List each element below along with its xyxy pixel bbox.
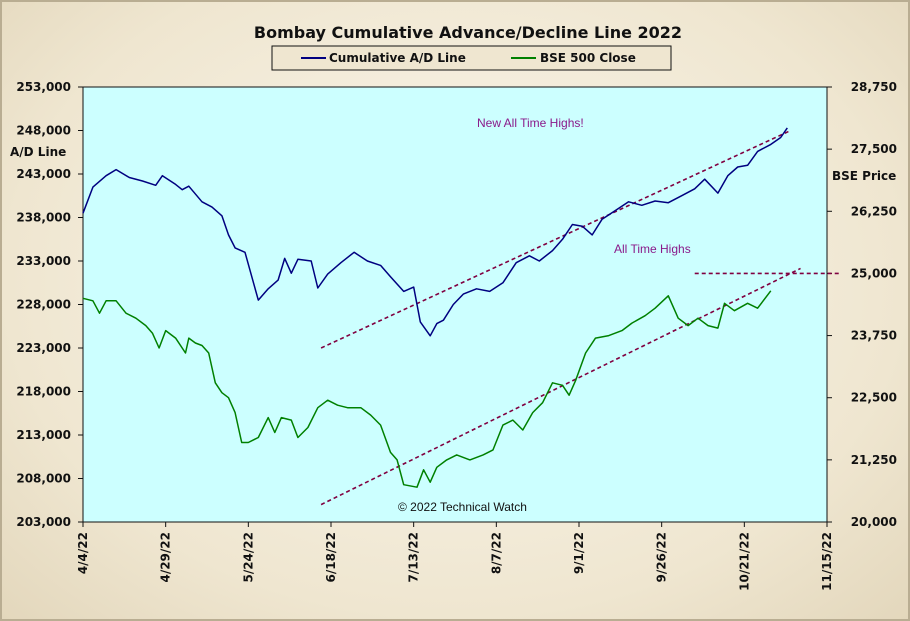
trend-lines	[320, 129, 841, 506]
y-left-tick-label: 203,000	[16, 515, 71, 529]
y-left-axis-title: A/D Line	[10, 145, 66, 159]
plot-area	[82, 86, 828, 523]
trend-line-2	[320, 267, 801, 506]
bse-500-series	[82, 290, 772, 488]
y-left-tick-label: 223,000	[16, 341, 71, 355]
y-right-axis-title: BSE Price	[832, 169, 896, 183]
x-tick-label: 11/15/22	[820, 532, 834, 591]
x-tick-label: 7/13/22	[407, 532, 421, 583]
y-right-tick-label: 22,500	[851, 391, 897, 405]
y-left-tick-label: 253,000	[16, 80, 71, 94]
x-tick-label: 4/4/22	[76, 532, 90, 574]
y-right-tick-label: 27,500	[851, 142, 897, 156]
y-left-tick-label: 243,000	[16, 167, 71, 181]
x-tick-label: 4/29/22	[159, 532, 173, 583]
y-left-tick-label: 218,000	[16, 385, 71, 399]
y-right-tick-label: 21,250	[851, 453, 897, 467]
x-tick-label: 8/7/22	[489, 532, 503, 574]
y-left-tick-label: 238,000	[16, 211, 71, 225]
x-tick-label: 5/24/22	[241, 532, 255, 583]
y-left-tick-label: 233,000	[16, 254, 71, 268]
y-left-tick-label: 213,000	[16, 428, 71, 442]
x-tick-label: 9/26/22	[655, 532, 669, 583]
x-tick-label: 6/18/22	[324, 532, 338, 583]
x-axis: 4/4/22 4/29/22 5/24/22 6/18/22 7/13/22 8/7/22…	[76, 522, 834, 591]
chart-title: Bombay Cumulative Advance/Decline Line 2…	[254, 23, 682, 42]
legend-box	[271, 45, 672, 71]
y-right-tick-label: 26,250	[851, 204, 897, 218]
y-right-tick-label: 20,000	[851, 515, 897, 529]
y-left-tick-label: 208,000	[16, 472, 71, 486]
y-right-tick-label: 25,000	[851, 266, 897, 280]
trend-line-1	[320, 129, 791, 349]
y-left-tick-label: 248,000	[16, 124, 71, 138]
legend-label-bse: BSE 500 Close	[540, 51, 636, 65]
y-right-axis: 20,000 21,250 22,500 23,750 25,000 26,250 27,5…	[827, 80, 897, 529]
x-tick-label: 10/21/22	[737, 532, 751, 591]
annotation-all-time-highs: All Time Highs	[614, 242, 691, 256]
y-left-tick-label: 228,000	[16, 298, 71, 312]
annotation-new-all-time-highs: New All Time Highs!	[477, 116, 584, 130]
ad-line-series	[82, 127, 788, 337]
copyright-text: © 2022 Technical Watch	[398, 500, 527, 514]
y-right-tick-label: 28,750	[851, 80, 897, 94]
y-right-tick-label: 23,750	[851, 329, 897, 343]
y-left-axis: 203,000 208,000 213,000 218,000 223,000 228,0…	[16, 80, 83, 529]
series-lines	[82, 127, 788, 488]
legend-label-ad-line: Cumulative A/D Line	[329, 51, 466, 65]
x-tick-label: 9/1/22	[572, 532, 586, 574]
legend: Cumulative A/D Line BSE 500 Close	[271, 45, 672, 71]
